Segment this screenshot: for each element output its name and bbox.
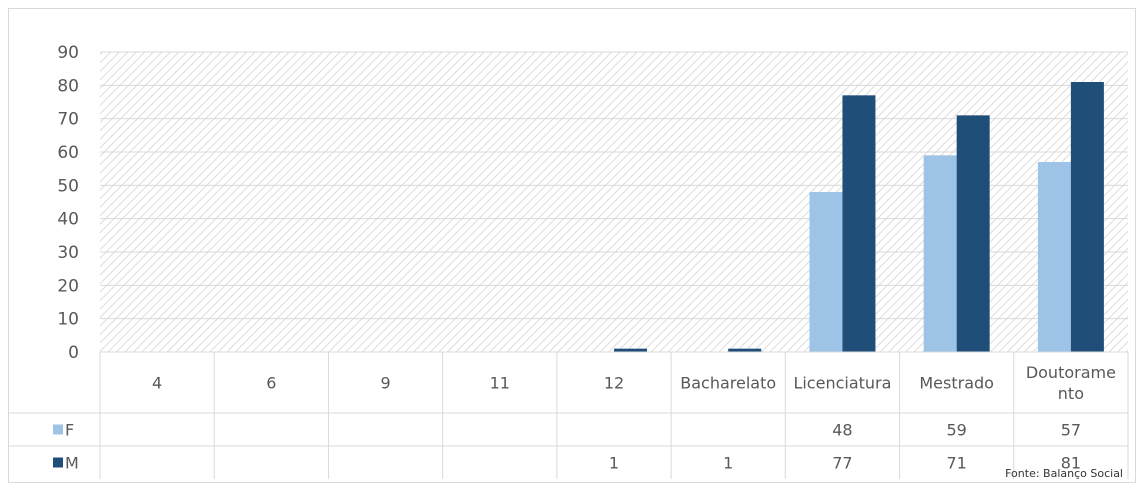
bar-F-Doutoramento (1037, 162, 1071, 352)
legend-label-M: M (65, 454, 79, 473)
y-tick-label: 80 (57, 76, 79, 96)
table-value-F: 59 (946, 421, 966, 440)
legend-label-F: F (65, 421, 74, 440)
x-tick-label: nto (1058, 384, 1084, 403)
table-value-M: 77 (832, 454, 852, 473)
table-value-M: 71 (946, 454, 966, 473)
chart-frame: 0 10 20 30 40 50 60 70 80 90 4 6 9 11 12 Bacharelato Li… (8, 8, 1136, 483)
bar-M-Mestrado (956, 115, 990, 352)
y-tick-label: 20 (57, 276, 79, 296)
y-tick-label: 30 (57, 243, 79, 263)
x-tick-label: Doutorame (1026, 363, 1116, 382)
x-tick-label: Licenciatura (793, 374, 891, 393)
y-tick-label: 40 (57, 210, 79, 230)
table-value-M: 81 (1061, 454, 1081, 473)
table-value-F: 57 (1061, 421, 1081, 440)
bar-F-Mestrado (923, 155, 957, 352)
x-tick-label: Bacharelato (680, 374, 776, 393)
bar-M-12 (614, 348, 647, 352)
legend-key-M (53, 457, 63, 468)
y-tick-label: 90 (57, 43, 79, 63)
y-tick-label: 50 (57, 176, 79, 196)
y-tick-label: 10 (57, 310, 79, 330)
y-tick-label: 60 (57, 143, 79, 163)
table-value-M: 1 (723, 454, 733, 473)
bar-F-Licenciatura (809, 192, 843, 352)
x-tick-label: 12 (604, 374, 624, 393)
bar-M-Licenciatura (842, 95, 876, 352)
source-note: Fonte: Balanço Social (1005, 467, 1123, 480)
y-tick-label: 70 (57, 110, 79, 130)
x-tick-label: Mestrado (919, 374, 994, 393)
bar-M-Doutoramento (1070, 82, 1104, 352)
table-value-M: 1 (609, 454, 619, 473)
y-tick-label: 0 (68, 343, 79, 363)
x-tick-label: 9 (380, 374, 390, 393)
bar-M-Bacharelato (728, 348, 762, 352)
x-tick-label: 4 (152, 374, 162, 393)
table-value-F: 48 (832, 421, 852, 440)
x-tick-label: 6 (266, 374, 276, 393)
x-tick-label: 11 (490, 374, 510, 393)
legend-key-F (53, 424, 63, 435)
